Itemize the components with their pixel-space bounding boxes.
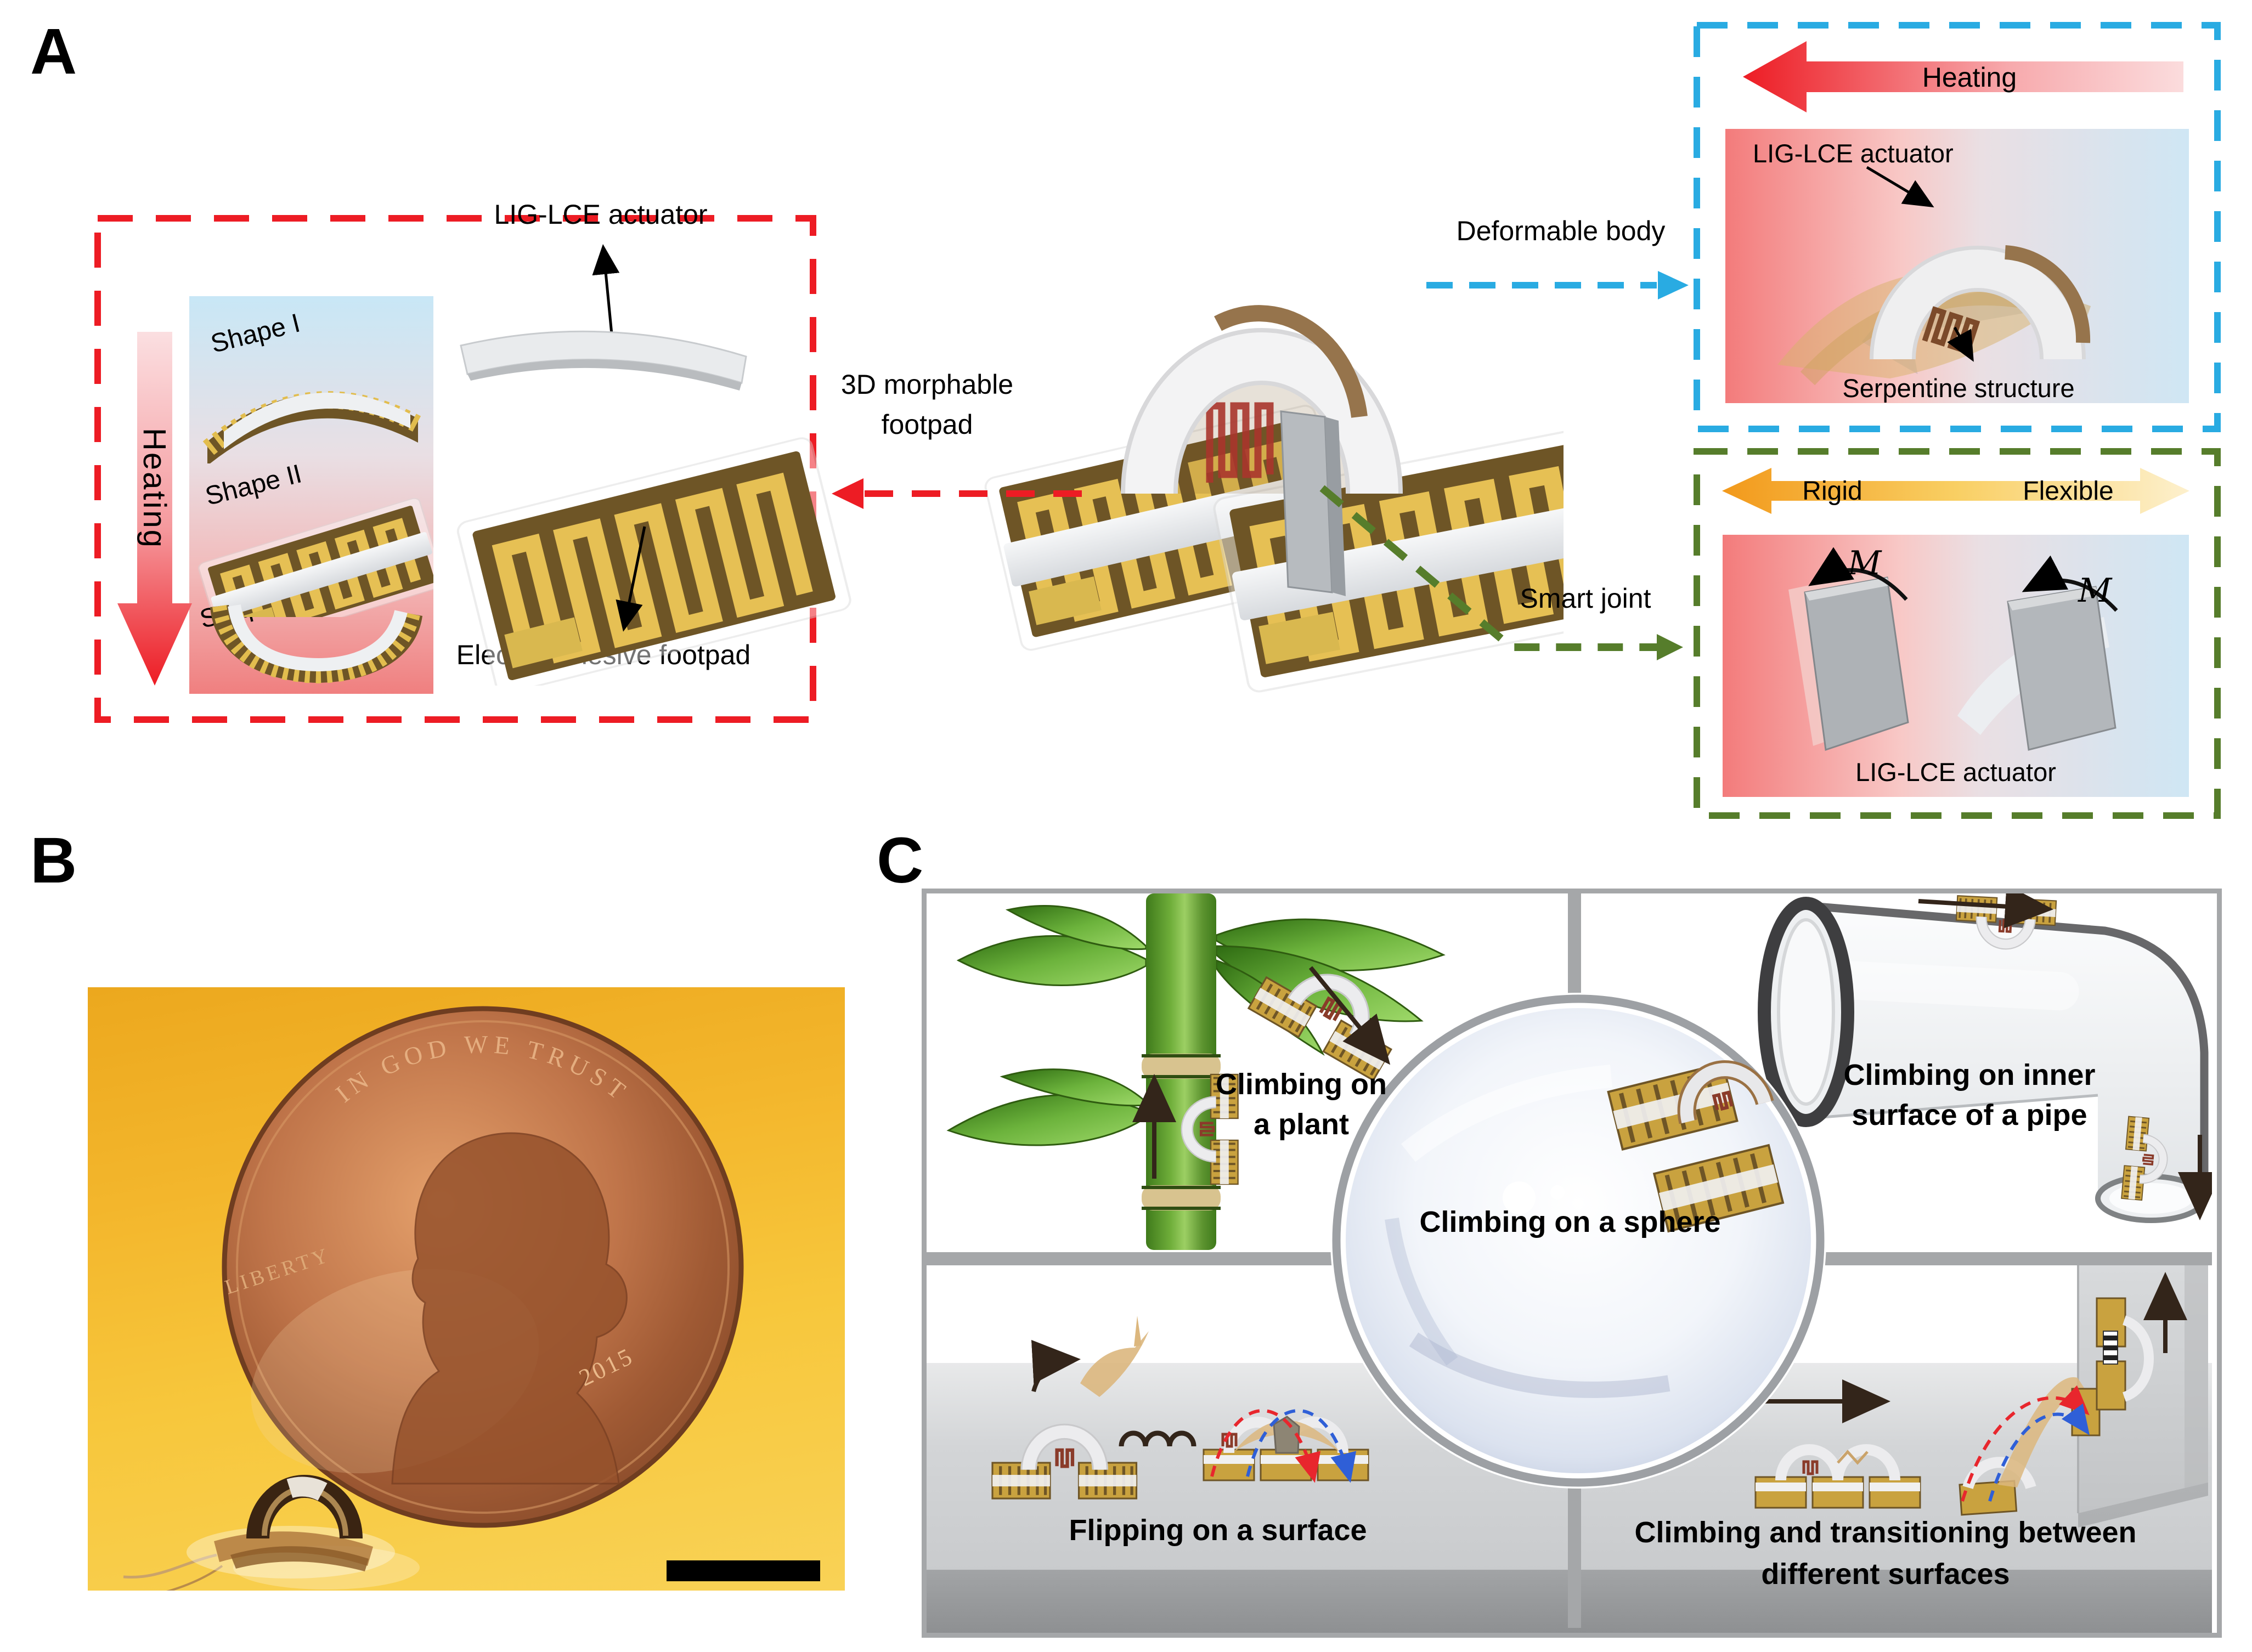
flipping-scene	[927, 1316, 1369, 1627]
panel-b-label: B	[30, 824, 77, 897]
flexible-label: Flexible	[2023, 477, 2114, 506]
exploded-actuator-label: LIG-LCE actuator	[494, 199, 708, 230]
heating-label-body-panel: Heating	[1922, 62, 2017, 93]
rigid-label: Rigid	[1802, 477, 1862, 506]
pipe-scene	[1758, 893, 2212, 1223]
joint-panel-actuator-label: LIG-LCE actuator	[1855, 757, 2056, 787]
morphable-callout-line2: footpad	[881, 409, 973, 440]
smart-joint-dashed-arrow	[1319, 485, 1683, 660]
bamboo-node	[1142, 1185, 1221, 1210]
deformable-body-label: Deformable body	[1456, 216, 1666, 246]
walking-robot	[1754, 1444, 1921, 1509]
rigid-flexible-arrow	[1722, 468, 2189, 514]
bamboo-node	[1142, 1054, 1221, 1079]
panel-a-label: A	[30, 15, 77, 88]
moment-label-left: M	[1848, 544, 1882, 582]
caption-plant-line2: a plant	[1253, 1108, 1350, 1141]
robot-on-sphere	[1607, 1060, 1785, 1233]
penny-photo: IN GOD WE TRUST LIBERTY 2015	[88, 987, 845, 1603]
joint-panel-art	[1788, 547, 2118, 751]
heating-down-arrow	[117, 332, 192, 686]
center-robot-art	[960, 305, 1564, 735]
scale-bar	[667, 1560, 820, 1581]
sphere-scene	[1330, 993, 1826, 1489]
deformable-dashed-arrow	[1426, 271, 1689, 299]
plant-scene	[946, 893, 1446, 1250]
caption-pipe-line2: surface of a pipe	[1852, 1099, 2087, 1131]
tiny-robot	[120, 1475, 420, 1603]
morphable-dashed-arrow	[832, 478, 1082, 509]
deformable-body-box-border	[1694, 22, 2221, 432]
shape-1-art	[202, 391, 421, 463]
moment-label-right: M	[2078, 572, 2112, 610]
panel-c-label: C	[877, 824, 924, 897]
caption-sphere: Climbing on a sphere	[1419, 1206, 1721, 1238]
morphable-callout-line1: 3D morphable	[840, 369, 1014, 400]
caption-transition-line1: Climbing and transitioning between	[1634, 1516, 2137, 1549]
heating-left-arrow	[1743, 41, 2183, 112]
wall-robots	[2096, 1272, 2187, 1411]
serpentine-structure-label: Serpentine structure	[1842, 374, 2075, 403]
smart-joint-label: Smart joint	[1520, 583, 1651, 614]
flipping-robot	[992, 1432, 1137, 1498]
body-panel-actuator-label: LIG-LCE actuator	[1753, 139, 1954, 168]
heating-label-vertical: Heating	[137, 427, 172, 549]
smart-joint-box-border	[1694, 448, 2221, 819]
caption-transition-line2: different surfaces	[1761, 1558, 2010, 1591]
morphable-footpad-box-border	[94, 215, 816, 723]
lincoln-bust	[391, 1132, 628, 1485]
caption-flip: Flipping on a surface	[1069, 1514, 1367, 1547]
body-panel-art	[1777, 166, 2091, 386]
caption-plant-line1: Climbing on	[1216, 1068, 1387, 1101]
joint-panel-gradient	[1723, 535, 2189, 797]
shape-3-art	[210, 604, 422, 684]
penny-photo-art: IN GOD WE TRUST LIBERTY 2015	[120, 1006, 820, 1603]
caption-pipe-line1: Climbing on inner	[1843, 1059, 2096, 1091]
wall-scene	[1750, 1265, 2208, 1527]
exploded-footpad-art	[439, 244, 856, 686]
